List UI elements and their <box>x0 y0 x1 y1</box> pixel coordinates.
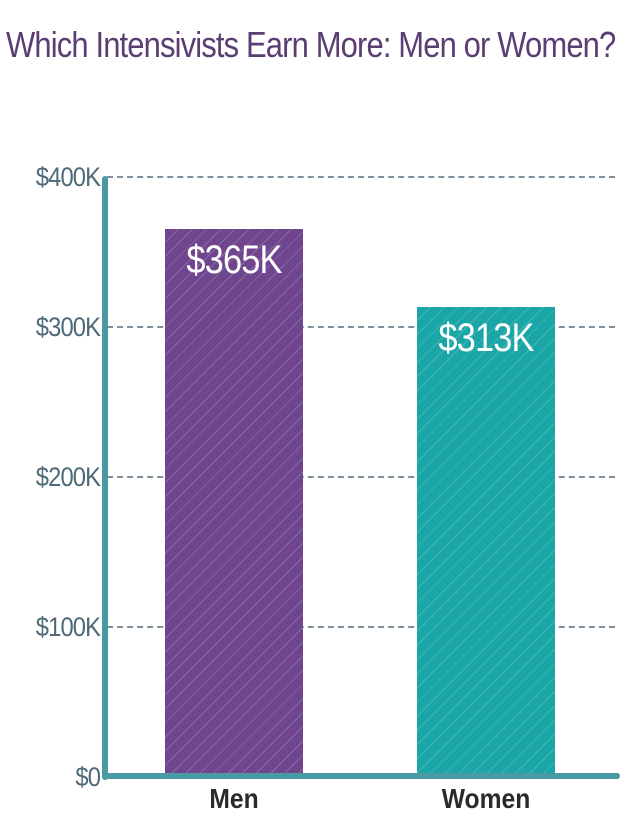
bar-women: $313K <box>417 307 555 776</box>
x-label-men: Men <box>209 783 259 814</box>
y-axis-line <box>102 176 108 780</box>
bar-value-label-men: $365K <box>186 238 282 282</box>
y-tick-400k: $400K <box>35 162 101 192</box>
x-label-women: Women <box>441 783 531 814</box>
gridline-400k <box>107 176 615 178</box>
y-tick-200k: $200K <box>35 462 101 492</box>
y-tick-0: $0 <box>75 762 101 792</box>
y-tick-300k: $300K <box>35 312 101 342</box>
bar-value-label-women: $313K <box>438 316 534 360</box>
y-tick-100k: $100K <box>35 612 101 642</box>
gridline-100k <box>107 626 615 628</box>
chart-title: Which Intensivists Earn More: Men or Wom… <box>6 24 616 65</box>
gridline-300k <box>107 326 615 328</box>
bar-men: $365K <box>165 229 303 776</box>
x-axis-line <box>102 773 620 779</box>
gridline-200k <box>107 476 615 478</box>
